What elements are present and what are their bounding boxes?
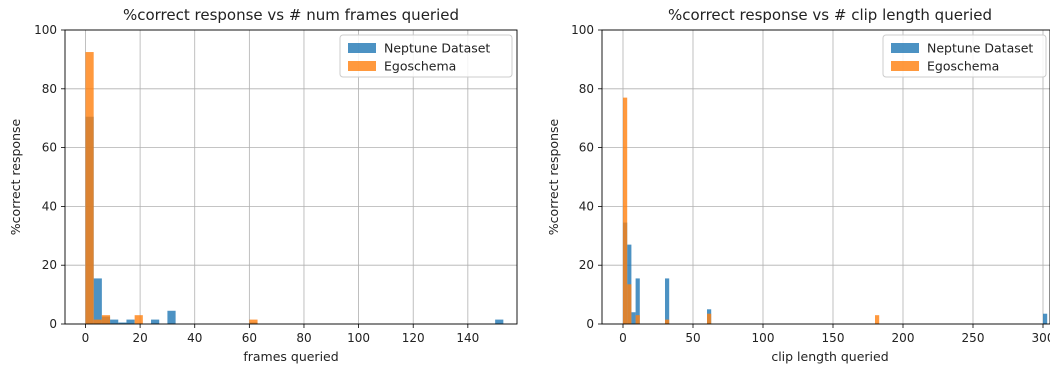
- legend-swatch: [348, 61, 376, 71]
- bar-neptune: [151, 319, 160, 324]
- x-tick-label: 150: [822, 331, 845, 345]
- bar-neptune: [167, 310, 176, 324]
- bar-neptune: [665, 278, 670, 324]
- legend-label: Egoschema: [927, 59, 999, 74]
- x-tick-label: 140: [456, 331, 479, 345]
- x-tick-label: 0: [619, 331, 627, 345]
- bar-egoschema: [875, 315, 880, 324]
- x-tick-label: 40: [187, 331, 202, 345]
- bar-neptune: [126, 319, 135, 324]
- bar-egoschema: [101, 315, 111, 324]
- x-tick-label: 100: [752, 331, 775, 345]
- bar-egoschema: [623, 97, 628, 325]
- x-tick-label: 250: [962, 331, 985, 345]
- bar-neptune: [631, 312, 636, 324]
- legend-label: Neptune Dataset: [384, 41, 490, 56]
- bar-egoschema: [93, 319, 102, 324]
- bar-egoschema: [665, 319, 670, 324]
- y-tick-label: 80: [579, 82, 594, 96]
- bar-egoschema: [627, 284, 632, 324]
- y-tick-label: 100: [34, 23, 57, 37]
- legend-swatch: [348, 43, 376, 53]
- bar-neptune: [93, 278, 102, 324]
- chart-title: %correct response vs # clip length queri…: [668, 6, 992, 24]
- y-axis-label: %correct response: [8, 118, 23, 235]
- y-tick-label: 0: [586, 317, 594, 331]
- y-axis-label: %correct response: [546, 118, 561, 235]
- y-tick-label: 40: [579, 199, 594, 213]
- legend-swatch: [891, 61, 919, 71]
- bar-egoschema: [85, 52, 94, 325]
- y-tick-label: 20: [579, 258, 594, 272]
- y-tick-label: 100: [571, 23, 594, 37]
- x-tick-label: 60: [242, 331, 257, 345]
- y-tick-label: 20: [42, 258, 57, 272]
- x-tick-label: 100: [347, 331, 370, 345]
- x-tick-label: 80: [296, 331, 311, 345]
- legend-swatch: [891, 43, 919, 53]
- x-tick-label: 20: [132, 331, 147, 345]
- y-tick-label: 80: [42, 82, 57, 96]
- chart-clip-length-queried: %correct response vs # clip length queri…: [546, 6, 1050, 364]
- y-tick-label: 40: [42, 199, 57, 213]
- bar-egoschema: [635, 315, 640, 324]
- chart-title: %correct response vs # num frames querie…: [123, 6, 459, 24]
- x-tick-label: 0: [82, 331, 90, 345]
- bar-egoschema: [134, 315, 143, 324]
- bar-neptune: [110, 319, 119, 324]
- legend-box: [882, 34, 1047, 78]
- y-tick-label: 60: [579, 141, 594, 155]
- y-tick-label: 0: [49, 317, 57, 331]
- y-tick-label: 60: [42, 141, 57, 155]
- x-axis-label: clip length queried: [771, 349, 888, 364]
- x-tick-label: 300: [1032, 331, 1050, 345]
- chart-frames-queried: %correct response vs # num frames querie…: [8, 6, 518, 364]
- bar-egoschema: [707, 313, 712, 324]
- plot-frame: [64, 29, 518, 325]
- bar-egoschema: [249, 319, 258, 324]
- legend-label: Neptune Dataset: [927, 41, 1033, 56]
- x-tick-label: 200: [892, 331, 915, 345]
- bar-neptune: [635, 278, 640, 324]
- bar-neptune: [495, 319, 504, 324]
- bar-neptune: [1043, 313, 1048, 324]
- x-tick-label: 50: [685, 331, 700, 345]
- plot-frame: [601, 29, 1050, 325]
- legend-label: Egoschema: [384, 59, 456, 74]
- x-tick-label: 120: [402, 331, 425, 345]
- x-axis-label: frames queried: [243, 349, 338, 364]
- legend-box: [339, 34, 513, 78]
- bar-neptune: [118, 322, 127, 324]
